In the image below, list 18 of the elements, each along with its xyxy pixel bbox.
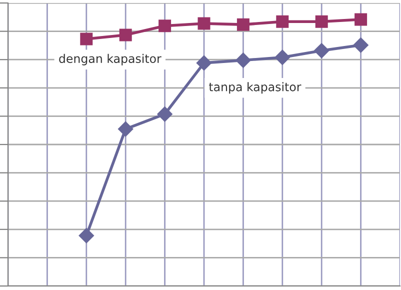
point: [196, 55, 212, 71]
point: [236, 18, 250, 31]
series-label: tanpa kapasitor: [209, 82, 302, 94]
point: [236, 52, 251, 68]
point: [157, 106, 172, 122]
point: [158, 20, 172, 32]
point: [80, 32, 93, 46]
point: [354, 13, 368, 26]
point: [198, 17, 210, 30]
point: [118, 121, 134, 137]
point: [314, 43, 330, 58]
point: [78, 228, 94, 244]
point: [274, 50, 290, 65]
point: [119, 28, 132, 42]
point: [353, 38, 368, 53]
point: [315, 15, 328, 28]
series-label: dengan kapasitor: [59, 54, 162, 66]
point: [276, 15, 289, 28]
